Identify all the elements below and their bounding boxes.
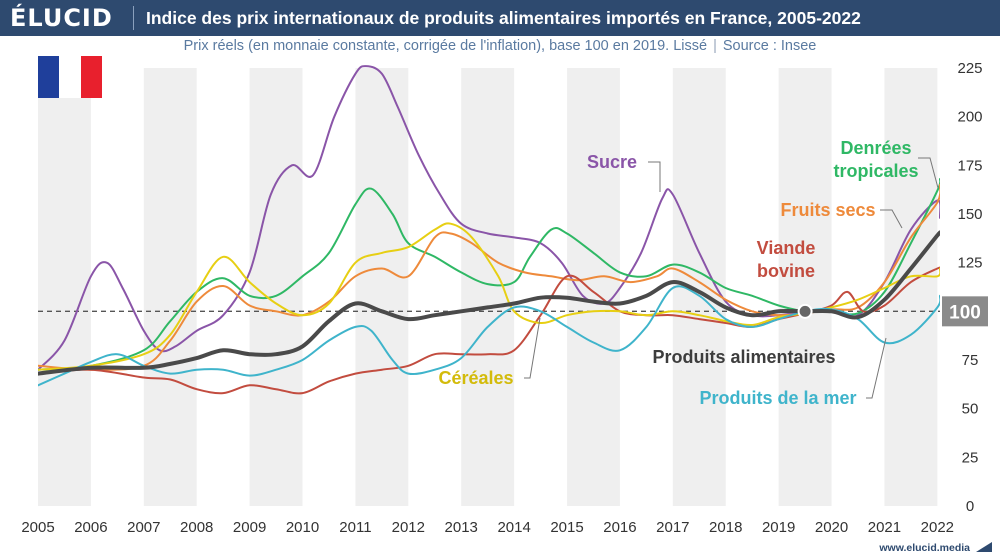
series-label-viande-bovine: Viande bovine xyxy=(757,238,816,281)
subtitle-source: Source : Insee xyxy=(722,38,817,54)
x-tick-label: 2011 xyxy=(339,519,371,536)
chart-subtitle: Prix réels (en monnaie constante, corrig… xyxy=(0,38,1000,54)
x-tick-label: 2019 xyxy=(762,519,795,536)
series-label-line: Denrées xyxy=(840,138,911,158)
x-tick-label: 2009 xyxy=(233,519,266,536)
series-line-viande-bovine xyxy=(38,266,940,395)
series-line-produits-alimentaires xyxy=(38,230,940,376)
label-leader-line xyxy=(918,157,939,189)
base-2019-point xyxy=(797,303,813,319)
x-tick-label: 2014 xyxy=(497,519,530,536)
footer-url[interactable]: www.elucid.media xyxy=(879,542,992,554)
y-tick-label: 75 xyxy=(962,352,979,369)
chart-title: Indice des prix internationaux de produi… xyxy=(146,8,861,28)
year-band xyxy=(38,68,91,506)
x-tick-label: 2006 xyxy=(74,519,107,536)
series-label-line: bovine xyxy=(757,261,815,281)
reference-label-box xyxy=(942,296,988,327)
x-tick-label: 2012 xyxy=(392,519,425,536)
year-band xyxy=(461,68,515,506)
label-leader-line xyxy=(866,337,887,399)
series-label-line: Produits de la mer xyxy=(699,388,856,408)
x-tick-label: 2016 xyxy=(603,519,636,536)
x-tick-label: 2021 xyxy=(868,519,901,536)
y-tick-label: 200 xyxy=(957,109,982,126)
y-tick-label: 175 xyxy=(957,157,982,174)
subtitle-text: Prix réels (en monnaie constante, corrig… xyxy=(183,38,708,54)
x-tick-label: 2013 xyxy=(445,519,478,536)
label-leader-line xyxy=(524,317,541,379)
footer-logo-mark xyxy=(976,542,992,552)
y-tick-label: 25 xyxy=(962,449,979,466)
year-band xyxy=(355,68,409,506)
series-label-sucre: Sucre xyxy=(587,152,637,172)
x-tick-label: 2015 xyxy=(550,519,583,536)
flag-stripe-blue xyxy=(38,56,60,98)
series-label-line: Céréales xyxy=(438,368,513,388)
series-label-line: Sucre xyxy=(587,152,637,172)
y-tick-label: 0 xyxy=(966,498,974,515)
x-tick-label: 2020 xyxy=(815,519,848,536)
flag-stripe-red xyxy=(80,56,102,98)
year-band xyxy=(143,68,197,506)
france-flag xyxy=(38,56,102,98)
series-label-cereales: Céréales xyxy=(438,368,513,388)
series-label-line: Fruits secs xyxy=(780,200,875,220)
series-label-produits-de-la-mer: Produits de la mer xyxy=(699,388,856,408)
series-label-denrees-tropicales: Denrées tropicales xyxy=(833,138,918,181)
year-band xyxy=(884,68,938,506)
year-band xyxy=(778,68,832,506)
series-label-fruits-secs: Fruits secs xyxy=(780,200,875,220)
elucid-logo: ÉLUCID xyxy=(10,4,113,32)
footer-url-text[interactable]: www.elucid.media xyxy=(879,542,970,554)
y-tick-label: 225 xyxy=(957,60,982,77)
y-tick-label: 125 xyxy=(957,255,982,272)
label-leader-line xyxy=(648,161,661,192)
x-tick-label: 2017 xyxy=(656,519,689,536)
y-tick-label: 150 xyxy=(957,206,982,223)
y-tick-label: 50 xyxy=(962,401,979,418)
x-tick-label: 2008 xyxy=(180,519,213,536)
year-band xyxy=(249,68,303,506)
x-tick-label: 2005 xyxy=(21,519,54,536)
header-divider xyxy=(133,6,134,30)
x-tick-label: 2010 xyxy=(286,519,319,536)
flag-stripe-white xyxy=(59,56,81,98)
x-tick-label: 2022 xyxy=(921,519,954,536)
header-bar: ÉLUCID Indice des prix internationaux de… xyxy=(0,0,1000,36)
year-band xyxy=(567,68,620,506)
series-label-line: Viande xyxy=(757,238,816,258)
subtitle-separator: | xyxy=(713,38,717,54)
reference-label-100: 100 xyxy=(949,302,981,323)
series-label-produits-alimentaires: Produits alimentaires xyxy=(652,347,835,367)
x-tick-label: 2007 xyxy=(127,519,160,536)
x-tick-label: 2018 xyxy=(709,519,742,536)
label-leader-line xyxy=(880,209,903,229)
series-label-line: tropicales xyxy=(833,161,918,181)
series-label-line: Produits alimentaires xyxy=(652,347,835,367)
